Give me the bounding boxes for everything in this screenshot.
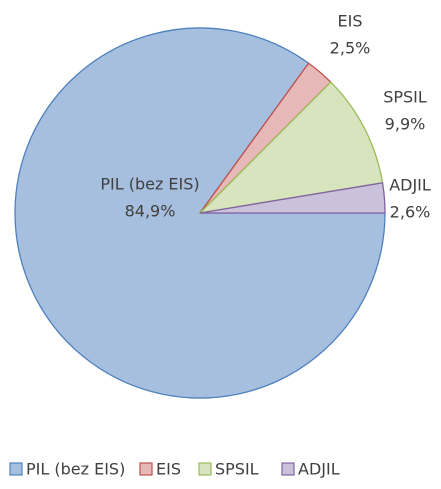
slice-label-name: ADJIL [389,176,431,195]
slice-label-name: EIS [338,12,363,31]
slice-label-value: 84,9% [125,202,176,221]
slice-label-value: 2,5% [330,39,371,58]
legend-label: EIS [156,460,181,479]
legend-label: PIL (bez EIS) [26,460,125,479]
legend-swatch [139,462,153,476]
legend-swatch [9,462,23,476]
slice-label-name: SPSIL [383,88,427,107]
legend-swatch [281,462,295,476]
legend-swatch [198,462,212,476]
slice-label-name: PIL (bez EIS) [100,175,199,194]
slice-label-value: 9,9% [385,115,426,134]
pie-slice [198,81,384,214]
pie-slice [199,182,386,214]
legend-label: SPSIL [215,460,259,479]
slice-label-value: 2,6% [390,203,431,222]
legend-label: ADJIL [298,460,340,479]
